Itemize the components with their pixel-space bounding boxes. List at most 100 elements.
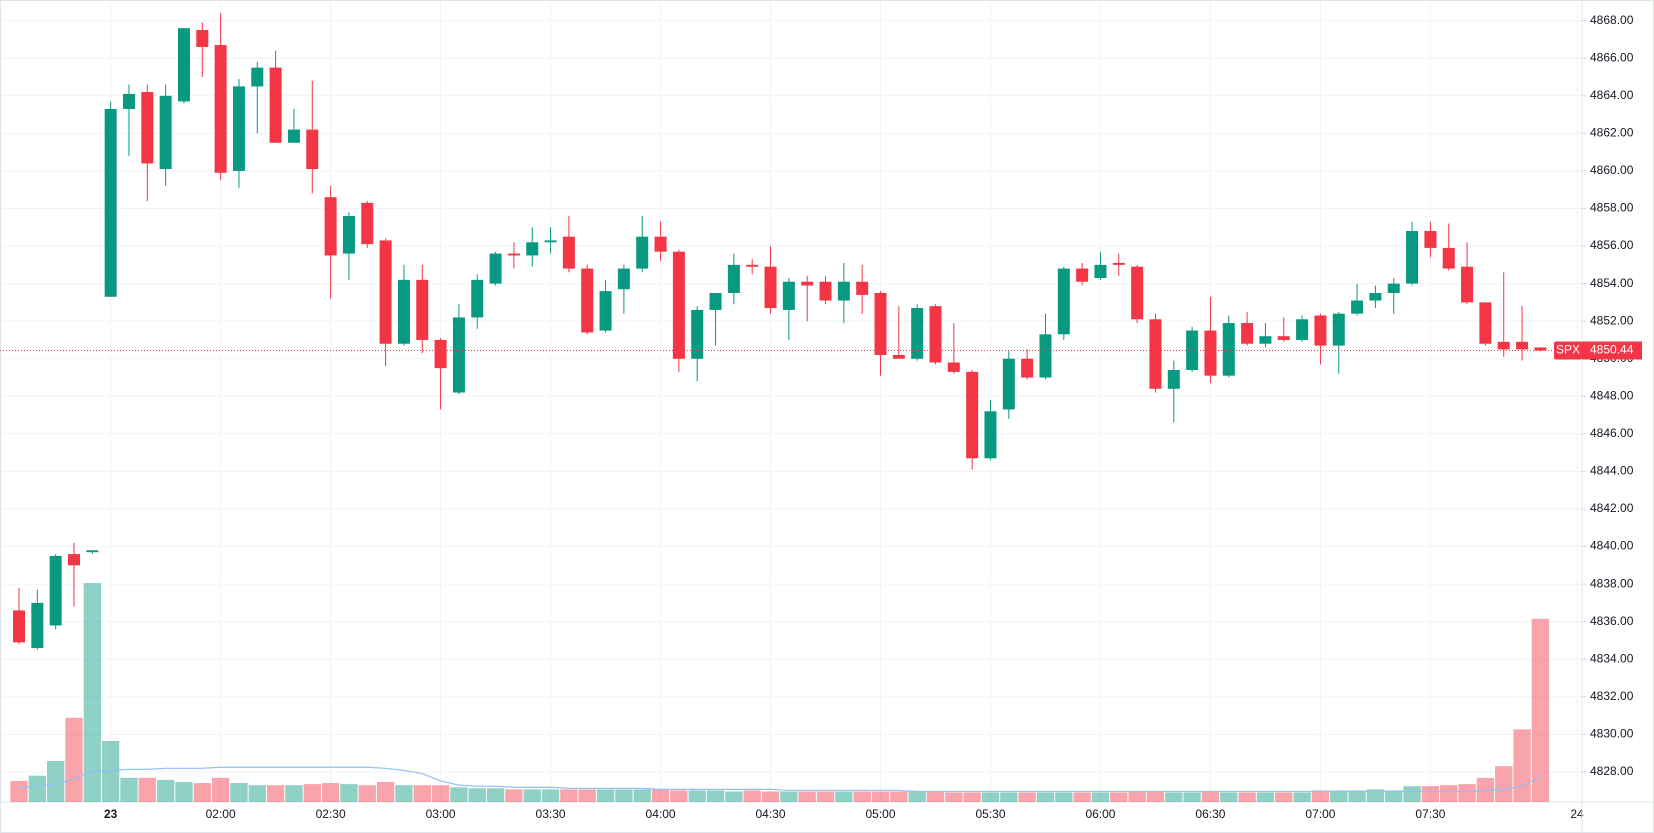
volume-bar: [706, 790, 725, 802]
volume-bar: [358, 785, 376, 802]
volume-bar: [615, 789, 633, 802]
volume-bar: [523, 789, 541, 802]
volume-bar: [945, 792, 963, 802]
candle-body: [13, 610, 25, 643]
volume-bar: [1531, 618, 1550, 802]
volume-bar: [83, 583, 101, 802]
volume-bar: [1073, 792, 1091, 802]
volume-bar: [1220, 792, 1238, 802]
candle-body: [526, 242, 539, 256]
candle-body: [1369, 293, 1382, 301]
candle-body: [141, 92, 154, 164]
x-tick-label: 03:00: [426, 807, 456, 821]
x-tick-label: 06:00: [1085, 807, 1115, 821]
volume-bar: [1256, 792, 1275, 802]
volume-bar: [468, 788, 486, 802]
candle-body: [49, 555, 62, 626]
volume-bar: [1000, 792, 1018, 802]
volume-bar: [266, 785, 285, 802]
candle-body: [342, 215, 355, 254]
volume-bar: [65, 717, 83, 802]
candle-body: [562, 236, 575, 269]
symbol-label: SPX: [1556, 343, 1580, 357]
y-tick-label: 4866.00: [1590, 50, 1634, 64]
candle-body: [67, 554, 80, 566]
candle-body: [984, 411, 997, 459]
candle-body: [617, 268, 630, 290]
volume-bar: [963, 792, 981, 802]
volume-bar: [1036, 792, 1055, 802]
candle-body: [691, 309, 704, 359]
candle-body: [1167, 370, 1180, 389]
volume-bar: [541, 789, 560, 802]
candle-body: [196, 30, 209, 47]
volume-bar: [890, 791, 908, 802]
volume-bar: [1513, 729, 1531, 802]
last-price-label: 4850.44: [1590, 343, 1634, 357]
x-tick-label: 23: [104, 807, 118, 821]
volume-bar: [1128, 791, 1146, 802]
candle-body: [581, 268, 594, 333]
candle-body: [654, 236, 667, 252]
volume-bar: [120, 777, 138, 802]
candle-body: [434, 339, 447, 369]
candle-body: [1021, 358, 1034, 378]
volume-bar: [1293, 792, 1311, 802]
candle-body: [892, 354, 905, 359]
candle-body: [1131, 266, 1144, 320]
volume-bar: [340, 784, 358, 802]
volume-bar: [725, 791, 743, 802]
candle-body: [911, 308, 924, 359]
candle-body: [1516, 341, 1529, 350]
x-tick-label: 02:30: [316, 807, 346, 821]
candle-body: [1296, 319, 1309, 340]
candle-body: [1479, 302, 1492, 344]
candle-body: [251, 67, 264, 87]
candle-body: [1332, 313, 1345, 346]
volume-bar: [633, 789, 651, 802]
candle-body: [1094, 264, 1107, 278]
candle-body: [727, 264, 740, 294]
candle-body: [269, 67, 282, 143]
candle-body: [764, 266, 777, 309]
x-tick-label: 05:00: [865, 807, 895, 821]
volume-bar: [1421, 786, 1440, 802]
y-tick-label: 4842.00: [1590, 501, 1634, 515]
y-tick-label: 4834.00: [1590, 651, 1634, 665]
candle-body: [1186, 330, 1199, 371]
volume-bar: [211, 777, 230, 802]
candle-body: [1442, 247, 1455, 269]
candle-body: [159, 95, 172, 170]
y-tick-label: 4844.00: [1590, 464, 1634, 478]
volume-bar: [798, 791, 816, 802]
candle-body: [636, 236, 649, 269]
volume-bar: [175, 782, 193, 802]
candle-body: [471, 279, 484, 318]
candle-body: [1259, 336, 1272, 344]
candle-body: [214, 45, 227, 173]
candle-body: [1534, 347, 1547, 351]
volume-bar: [578, 789, 596, 802]
candle-body: [1057, 268, 1070, 335]
candle-body: [544, 240, 557, 243]
x-tick-label: 04:30: [756, 807, 786, 821]
volume-bar: [1458, 784, 1476, 802]
volume-bar: [1146, 791, 1165, 802]
volume-bar: [651, 789, 670, 802]
y-tick-label: 4856.00: [1590, 238, 1634, 252]
y-tick-label: 4840.00: [1590, 539, 1634, 553]
volume-bar: [1201, 791, 1220, 802]
candle-body: [709, 293, 722, 310]
candle-body: [929, 306, 942, 363]
candle-body: [232, 86, 245, 171]
volume-bar: [780, 791, 798, 802]
volume-bar: [486, 788, 505, 802]
volume-bar: [835, 791, 853, 802]
volume-bar: [505, 789, 523, 802]
candle-body: [379, 240, 392, 344]
volume-bar: [1183, 792, 1201, 802]
candle-body: [837, 281, 850, 301]
volume-bar: [670, 790, 688, 802]
x-end-label: 24: [1570, 807, 1584, 821]
candle-body: [1406, 231, 1419, 284]
